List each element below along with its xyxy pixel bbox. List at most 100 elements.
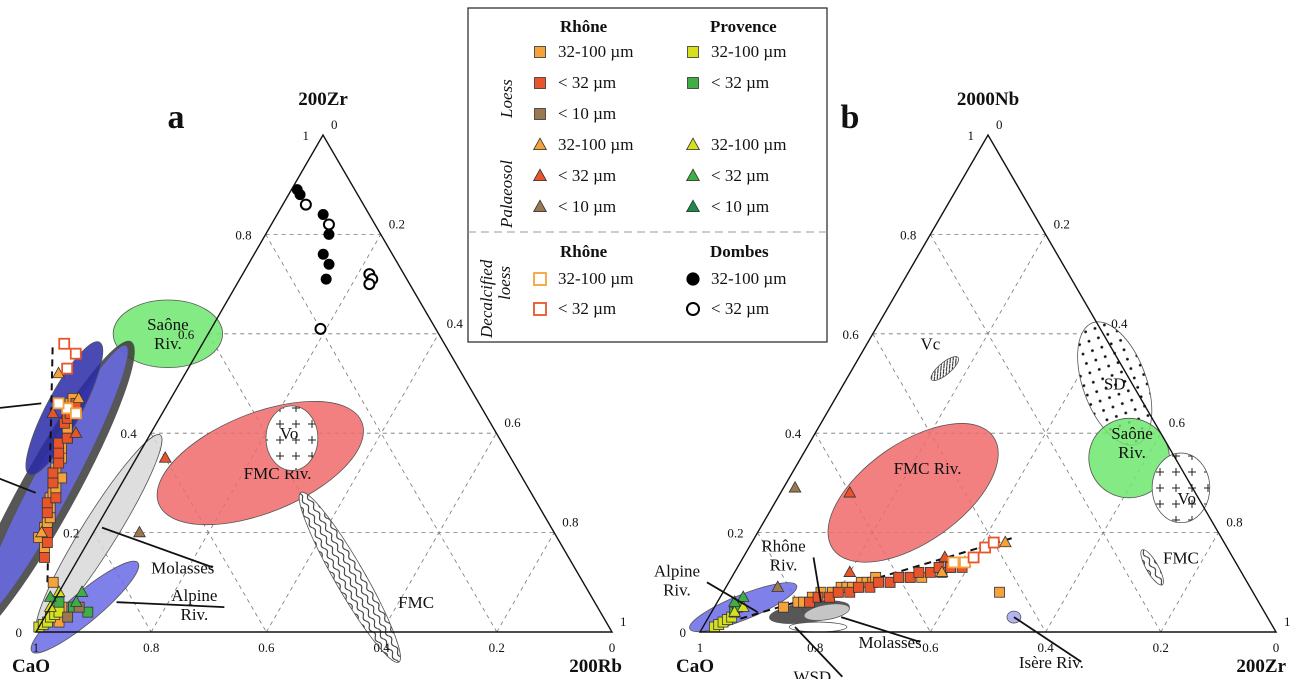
legend-marker bbox=[685, 137, 701, 151]
right-tick-label: 0.2 bbox=[389, 216, 405, 231]
callout-label: Molasses bbox=[858, 633, 921, 652]
callout-label-line: Riv. bbox=[180, 605, 208, 624]
field-ellipse bbox=[803, 603, 850, 621]
legend-marker bbox=[685, 168, 701, 182]
data-point bbox=[323, 258, 335, 270]
data-point bbox=[843, 565, 857, 577]
field-label-line: Vc bbox=[920, 335, 940, 354]
legend-label: < 32 µm bbox=[558, 73, 616, 92]
data-point bbox=[998, 535, 1012, 548]
data-point bbox=[47, 467, 59, 479]
callout-label-line: Isère Riv. bbox=[1019, 653, 1084, 672]
data-point bbox=[314, 322, 327, 335]
field-label: Vc bbox=[920, 335, 940, 354]
left-tick-label: 0 bbox=[680, 625, 687, 640]
data-point bbox=[778, 601, 789, 613]
field-ellipse bbox=[112, 299, 224, 368]
grid-line bbox=[381, 432, 497, 633]
field-label-line: FMC bbox=[1163, 548, 1199, 567]
left-tick-label: 0.8 bbox=[235, 227, 251, 242]
callout-label: Isère Riv. bbox=[1019, 653, 1084, 672]
legend-marker bbox=[686, 272, 700, 286]
field-label: Saône Riv. bbox=[1111, 424, 1153, 462]
bottom-tick-label: 0.2 bbox=[1153, 640, 1169, 655]
data-point bbox=[363, 278, 376, 291]
bottom-tick-label: 0.6 bbox=[922, 640, 939, 655]
legend-marker bbox=[687, 77, 699, 89]
legend-label: < 10 µm bbox=[558, 104, 616, 123]
corner-label-top: 200Zr bbox=[298, 89, 348, 110]
data-point bbox=[994, 586, 1005, 598]
data-point bbox=[947, 556, 960, 569]
right-tick-label: 0.8 bbox=[1226, 515, 1242, 530]
callout-label-line: Alpine bbox=[654, 561, 700, 580]
series-group bbox=[291, 184, 335, 285]
data-point bbox=[132, 525, 146, 538]
callout-line bbox=[794, 626, 843, 678]
data-point bbox=[46, 406, 60, 418]
grid-line bbox=[266, 333, 439, 633]
bottom-tick-label: 0.4 bbox=[1037, 640, 1054, 655]
callout-label: Molasses bbox=[151, 558, 214, 577]
series-group bbox=[52, 397, 82, 420]
data-point bbox=[35, 525, 49, 538]
right-tick-label: 0.8 bbox=[562, 515, 578, 530]
grid-line bbox=[496, 532, 555, 633]
data-point bbox=[62, 611, 74, 623]
callout-label-line: Riv. bbox=[770, 555, 798, 574]
grid-line bbox=[1045, 432, 1162, 633]
field-label-line: FMC bbox=[398, 593, 434, 612]
legend-side-decalcified-loess: loess bbox=[495, 266, 514, 300]
field-label: SD bbox=[1104, 375, 1126, 394]
bottom-tick-label: 0.6 bbox=[258, 640, 275, 655]
field-label: FMC Riv. bbox=[894, 459, 962, 478]
data-point bbox=[913, 566, 925, 578]
grid-line bbox=[872, 333, 1046, 633]
legend-label: < 10 µm bbox=[711, 197, 769, 216]
legend-label: < 10 µm bbox=[558, 197, 616, 216]
corner-label-right: 200Zr bbox=[1236, 656, 1286, 677]
data-point bbox=[69, 426, 83, 438]
data-point bbox=[291, 184, 303, 196]
grid-line bbox=[1160, 532, 1219, 633]
legend-side-palaeosol: Palaeosol bbox=[497, 160, 516, 229]
left-tick-label: 0.8 bbox=[900, 227, 916, 242]
legend-label: < 32 µm bbox=[711, 166, 769, 185]
right-tick-label: 0.4 bbox=[1111, 316, 1128, 331]
data-point bbox=[987, 536, 1000, 549]
data-point bbox=[967, 551, 980, 564]
field-label-line: SD bbox=[1104, 375, 1126, 394]
series-group bbox=[728, 600, 750, 617]
bottom-tick-label: 0.2 bbox=[489, 640, 505, 655]
legend-marker bbox=[532, 168, 548, 182]
left-tick-label: 0.6 bbox=[843, 327, 860, 342]
legend-label: < 32 µm bbox=[558, 166, 616, 185]
data-point bbox=[61, 432, 73, 444]
data-point bbox=[893, 571, 905, 583]
legend-marker bbox=[533, 272, 547, 286]
left-tick-label: 1 bbox=[968, 128, 975, 143]
left-tick-label: 0.2 bbox=[63, 526, 79, 541]
legend-header-dombes: Dombes bbox=[710, 242, 769, 261]
callout-label-line: Rhône bbox=[761, 536, 805, 555]
data-point bbox=[41, 537, 53, 548]
data-point bbox=[771, 580, 785, 592]
legend-label: < 32 µm bbox=[711, 73, 769, 92]
field-label-line: Saône bbox=[1111, 424, 1153, 443]
corner-label-right: 200Rb bbox=[569, 656, 622, 677]
callout-line bbox=[116, 601, 225, 609]
legend-box bbox=[467, 7, 828, 343]
series-group bbox=[46, 406, 172, 463]
callout-line bbox=[840, 616, 921, 643]
series-group bbox=[132, 525, 146, 538]
right-tick-label: 0.2 bbox=[1054, 216, 1070, 231]
legend-label: < 32 µm bbox=[711, 299, 769, 318]
data-point bbox=[158, 451, 172, 463]
callout-line bbox=[0, 477, 37, 494]
data-point bbox=[61, 362, 74, 375]
field-ellipse bbox=[930, 356, 959, 382]
series-group bbox=[947, 556, 971, 569]
legend-rows: 32-100 µm 32-100 µm < 32 µm < 32 µm < 10 µm 3… bbox=[532, 42, 786, 318]
